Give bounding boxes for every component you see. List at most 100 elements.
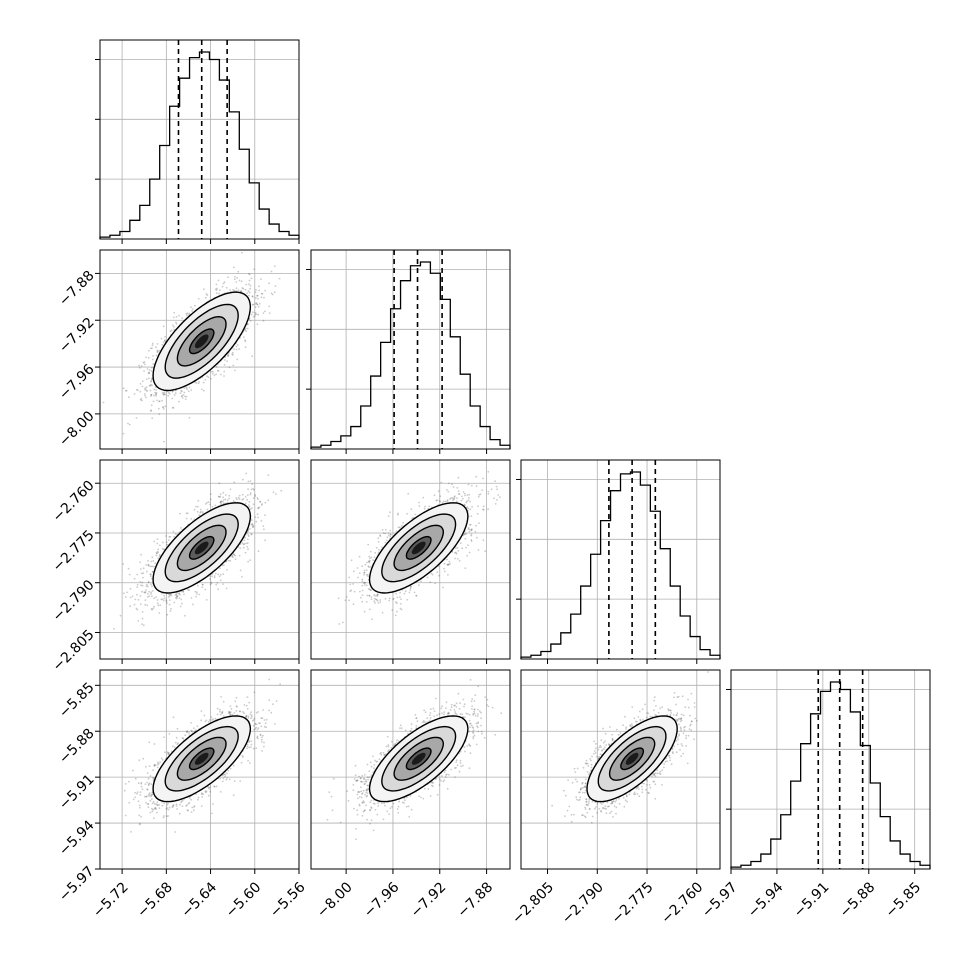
sample-point [223,359,226,361]
sample-point [258,289,260,292]
sample-point [249,480,252,482]
sample-point [225,286,228,289]
sample-point [185,517,188,520]
sample-point [231,351,234,354]
sample-point [153,605,156,608]
sample-point [221,285,224,288]
sample-point [236,276,239,279]
sample-point [186,512,189,515]
sample-point [212,370,214,373]
sample-point [181,602,183,605]
sample-point [127,396,130,399]
sample-point [153,597,156,600]
sample-point [174,596,177,599]
sample-point [166,613,169,616]
sample-point [151,384,153,387]
sample-point [216,287,218,290]
sample-point [251,295,254,297]
sample-point [151,366,153,369]
sample-point [273,265,276,267]
sample-point [206,375,209,377]
sample-point [219,501,222,504]
sample-point [141,385,144,388]
sample-point [172,406,174,409]
sample-point [223,370,226,373]
sample-point [167,394,170,397]
sample-point [239,569,242,572]
sample-point [170,594,173,597]
sample-point [164,335,167,338]
sample-point [139,568,142,570]
sample-point [139,603,142,605]
sample-point [244,329,247,332]
sample-point [153,565,155,568]
sample-point [143,370,146,372]
sample-point [201,583,204,586]
sample-point [163,440,165,443]
sample-point [158,555,161,558]
sample-point [206,501,208,504]
sample-point [174,392,177,395]
sample-point [136,593,138,596]
sample-point [237,496,240,499]
sample-point [248,294,250,297]
sample-point [128,573,131,576]
sample-point [146,604,149,607]
sample-point [138,364,141,367]
sample-point [204,296,207,299]
sample-point [255,520,258,523]
sample-point [237,289,240,291]
sample-point [144,395,147,397]
y-tick-label: −7.92 [56,315,98,357]
sample-point [182,394,185,396]
sample-point [250,533,253,536]
sample-point [187,588,189,591]
sample-point [149,384,152,387]
sample-point [162,392,165,395]
sample-point [240,290,243,292]
sample-point [123,592,125,595]
sample-point [158,400,160,403]
sample-point [166,602,168,604]
sample-point [180,395,183,398]
sample-point [135,388,138,391]
sample-point [124,596,127,598]
sample-point [233,266,235,269]
sample-point [211,505,214,508]
sample-point [142,361,145,364]
sample-point [262,525,265,527]
sample-point [154,391,157,394]
sample-point [127,422,129,425]
sample-point [235,281,238,283]
sample-point [228,366,231,369]
sample-point [126,591,128,594]
sample-point [215,289,218,291]
sample-point [195,595,198,598]
sample-point [238,348,241,350]
sample-point [160,598,163,601]
sample-point [152,355,155,357]
sample-point [209,583,212,586]
sample-point [136,586,139,588]
sample-point [165,535,167,537]
sample-point [176,596,178,598]
sample-point [244,327,247,330]
sample-point [247,488,250,491]
sample-point [140,553,143,556]
sample-point [245,283,248,286]
sample-point [256,323,259,326]
sample-point [144,603,147,606]
sample-point [216,369,219,372]
sample-point [256,303,259,306]
sample-point [223,375,225,377]
sample-point [229,559,232,562]
sample-point [241,542,244,544]
sample-point [135,607,138,610]
sample-point [139,383,142,385]
sample-point [164,393,166,396]
sample-point [174,533,177,535]
sample-point [241,576,243,578]
sample-point [185,312,188,315]
sample-point [247,323,249,326]
sample-point [162,541,164,544]
